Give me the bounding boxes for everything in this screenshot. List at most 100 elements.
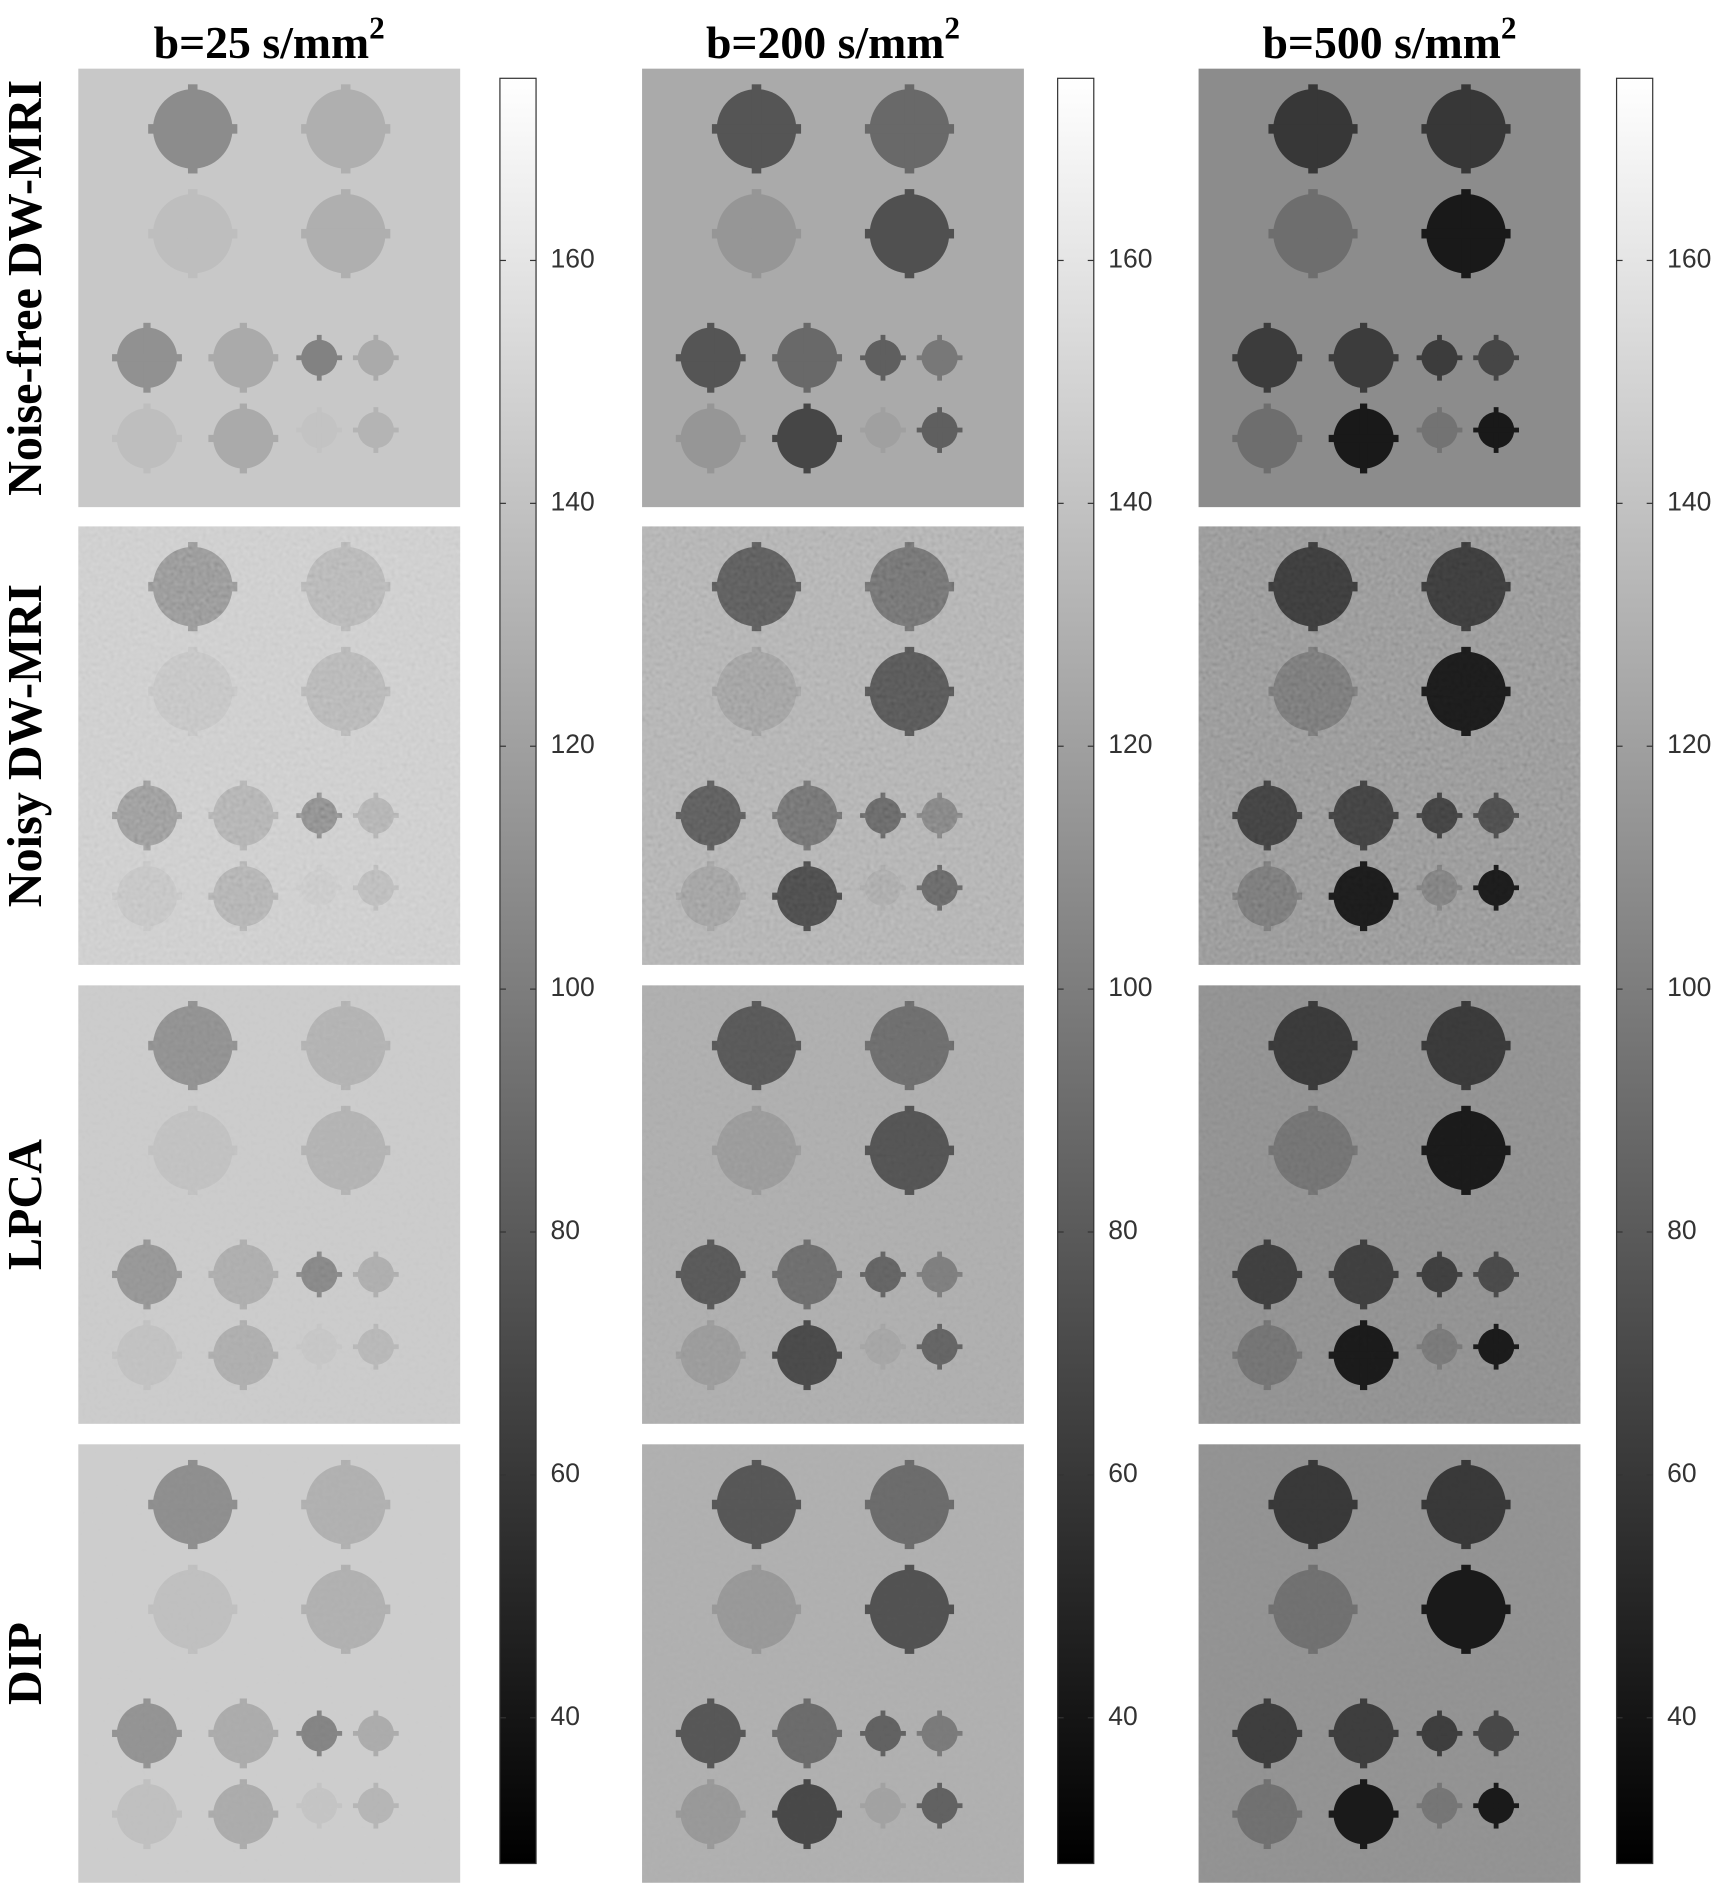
phantom-panel <box>1198 1444 1581 1883</box>
phantom-vial <box>1421 84 1511 174</box>
vial-notch <box>301 124 391 134</box>
colorbar-tick-label: 160 <box>1667 243 1711 273</box>
phantom-vial <box>148 84 238 174</box>
column-title-text: b=500 s/mm <box>1262 17 1500 68</box>
column-title: b=500 s/mm2 <box>1262 11 1516 68</box>
vial-notch <box>772 354 843 362</box>
column-title-superscript: 2 <box>369 11 385 46</box>
colorbar-tick-label: 60 <box>551 1458 580 1488</box>
colorbar-tick-label: 100 <box>551 972 595 1002</box>
phantom-vial <box>1416 407 1463 453</box>
phantom-vial <box>208 403 279 474</box>
phantom-vial <box>916 407 963 453</box>
phantom-panel <box>78 68 461 508</box>
column-title: b=25 s/mm2 <box>154 11 385 68</box>
vial-notch <box>1416 355 1463 361</box>
phantom-vial <box>860 407 906 453</box>
colorbar-tick-label: 100 <box>1108 972 1152 1002</box>
phantom-vial <box>1473 334 1520 381</box>
phantom-panel <box>78 526 461 965</box>
colorbar-tick-label: 40 <box>551 1701 580 1731</box>
colorbar-tick-label: 40 <box>1108 1701 1137 1731</box>
phantom-vial <box>296 407 343 453</box>
colorbar-tick-label: 140 <box>1108 486 1152 516</box>
vial-notch <box>916 355 963 361</box>
phantom-vial <box>1232 403 1303 474</box>
vial-notch <box>772 434 843 443</box>
vial-notch <box>1232 354 1303 362</box>
vial-notch <box>860 427 906 433</box>
vial-notch <box>301 228 391 239</box>
colorbar-tick-label: 120 <box>551 729 595 759</box>
column-title: b=200 s/mm2 <box>706 11 960 68</box>
row-label: Noisy DW-MRI <box>0 584 52 907</box>
phantom-vial <box>1421 189 1511 279</box>
noise-overlay <box>78 985 461 1424</box>
phantom-vial <box>352 407 399 453</box>
column-title-superscript: 2 <box>944 11 960 46</box>
colorbar-tick-label: 40 <box>1667 1701 1696 1731</box>
vial-notch <box>296 355 343 361</box>
noise-overlay <box>642 526 1024 965</box>
phantom-panel <box>1198 68 1581 508</box>
phantom-panel <box>1198 985 1581 1424</box>
colorbar-tick-label: 80 <box>1667 1215 1696 1245</box>
colorbar-tick-label: 60 <box>1667 1458 1696 1488</box>
colorbar-tick-label: 60 <box>1108 1458 1137 1488</box>
phantom-vial <box>772 403 843 474</box>
vial-notch <box>296 427 343 433</box>
phantom-vial <box>1473 407 1520 453</box>
vial-notch <box>1328 354 1399 362</box>
phantom-vial <box>1328 322 1399 393</box>
row-label: Noise-free DW-MRI <box>0 80 52 496</box>
vial-notch <box>112 354 182 362</box>
phantom-vial <box>112 322 182 393</box>
vial-notch <box>1268 124 1358 134</box>
phantom-panel <box>1198 526 1581 965</box>
colorbar-tick-label: 160 <box>551 243 595 273</box>
vial-notch <box>1421 124 1511 134</box>
phantom-vial <box>711 84 802 174</box>
row-label: DIP <box>0 1622 52 1705</box>
phantom-vial <box>860 334 906 381</box>
vial-notch <box>352 355 399 361</box>
phantom-vial <box>296 334 343 381</box>
vial-notch <box>675 354 746 362</box>
vial-notch <box>675 434 746 443</box>
noise-overlay <box>642 1444 1024 1883</box>
phantom-vial <box>1416 334 1463 381</box>
phantom-vial <box>1232 322 1303 393</box>
phantom-panel <box>642 985 1024 1424</box>
vial-notch <box>711 228 802 239</box>
vial-notch <box>208 434 279 443</box>
vial-notch <box>1328 434 1399 443</box>
phantom-vial <box>208 322 279 393</box>
colorbar <box>1615 77 1654 1865</box>
phantom-vial <box>1268 84 1358 174</box>
phantom-vial <box>772 322 843 393</box>
vial-notch <box>864 228 955 239</box>
phantom-vial <box>112 403 182 474</box>
vial-notch <box>864 124 955 134</box>
vial-notch <box>148 124 238 134</box>
noise-overlay <box>78 526 461 965</box>
noise-overlay <box>1198 1444 1581 1883</box>
phantom-vial <box>1268 189 1358 279</box>
phantom-vial <box>864 189 955 279</box>
phantom-vial <box>301 189 391 279</box>
phantom-panel <box>642 68 1024 508</box>
phantom-vial <box>864 84 955 174</box>
row-label: LPCA <box>0 1139 52 1270</box>
phantom-vial <box>148 189 238 279</box>
colorbar-tick-label: 80 <box>1108 1215 1137 1245</box>
colorbar-tick-label: 120 <box>1667 729 1711 759</box>
vial-notch <box>1421 228 1511 239</box>
colorbar <box>499 77 537 1865</box>
vial-notch <box>352 427 399 433</box>
vial-notch <box>1473 427 1520 433</box>
phantom-vial <box>916 334 963 381</box>
noise-overlay <box>78 1444 461 1883</box>
phantom-vial <box>1328 403 1399 474</box>
vial-notch <box>1473 355 1520 361</box>
